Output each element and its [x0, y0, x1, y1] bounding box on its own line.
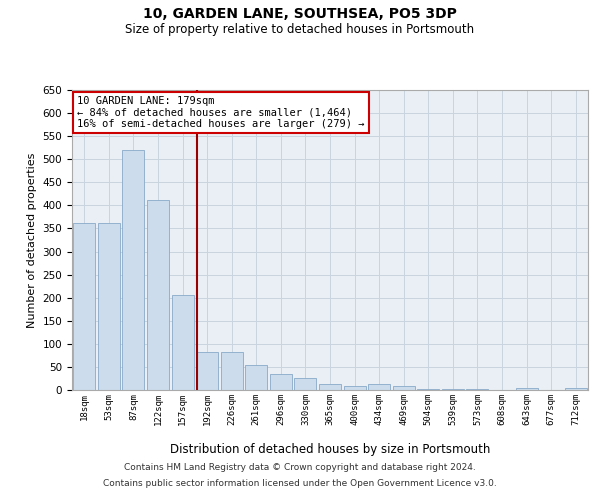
Bar: [147, 200, 169, 390]
Bar: [392, 386, 415, 390]
Text: Contains public sector information licensed under the Open Government Licence v3: Contains public sector information licen…: [103, 478, 497, 488]
Text: Size of property relative to detached houses in Portsmouth: Size of property relative to detached ho…: [125, 22, 475, 36]
Bar: [221, 352, 243, 390]
Bar: [98, 223, 120, 390]
Bar: [442, 389, 464, 390]
Y-axis label: Number of detached properties: Number of detached properties: [27, 152, 37, 328]
Bar: [417, 389, 439, 390]
Bar: [172, 295, 194, 390]
Bar: [196, 352, 218, 390]
Bar: [73, 223, 95, 390]
Text: 10, GARDEN LANE, SOUTHSEA, PO5 3DP: 10, GARDEN LANE, SOUTHSEA, PO5 3DP: [143, 8, 457, 22]
Bar: [344, 386, 365, 390]
Bar: [368, 384, 390, 390]
Text: Contains HM Land Registry data © Crown copyright and database right 2024.: Contains HM Land Registry data © Crown c…: [124, 464, 476, 472]
Bar: [295, 378, 316, 390]
Bar: [245, 364, 268, 390]
Text: 10 GARDEN LANE: 179sqm
← 84% of detached houses are smaller (1,464)
16% of semi-: 10 GARDEN LANE: 179sqm ← 84% of detached…: [77, 96, 365, 129]
Bar: [466, 389, 488, 390]
Bar: [565, 388, 587, 390]
Bar: [122, 150, 145, 390]
Text: Distribution of detached houses by size in Portsmouth: Distribution of detached houses by size …: [170, 442, 490, 456]
Bar: [270, 374, 292, 390]
Bar: [319, 384, 341, 390]
Bar: [515, 388, 538, 390]
